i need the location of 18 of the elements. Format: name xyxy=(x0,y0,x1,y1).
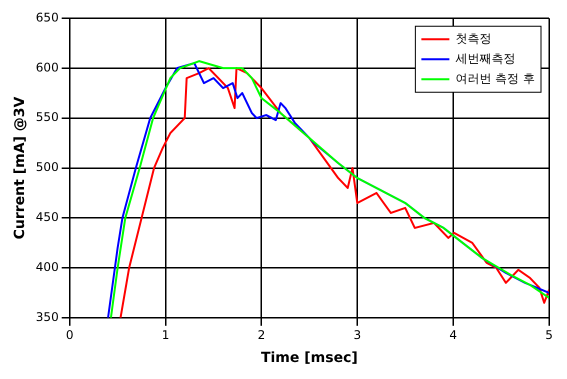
y-tick-label: 550 xyxy=(36,110,59,124)
y-tick-label: 500 xyxy=(36,160,59,174)
x-tick-label: 0 xyxy=(66,328,74,342)
legend-label: 여러번 측정 후 xyxy=(455,71,536,86)
x-tick-label: 3 xyxy=(353,328,362,342)
x-tick-label: 4 xyxy=(449,328,457,342)
y-tick-label: 600 xyxy=(36,60,59,74)
y-tick-label: 650 xyxy=(36,10,59,24)
y-tick-label: 400 xyxy=(36,260,59,274)
legend-label: 첫측정 xyxy=(455,31,492,46)
x-tick-label: 2 xyxy=(258,328,266,342)
y-axis-title: Current [mA] @3V xyxy=(12,96,28,240)
y-tick-label: 450 xyxy=(36,210,59,224)
x-tick-label: 1 xyxy=(162,328,170,342)
y-tick-label: 350 xyxy=(36,310,59,324)
x-tick-label: 5 xyxy=(545,328,553,342)
legend-label: 세번째측정 xyxy=(455,51,516,66)
x-axis-title: Time [msec] xyxy=(260,350,358,366)
